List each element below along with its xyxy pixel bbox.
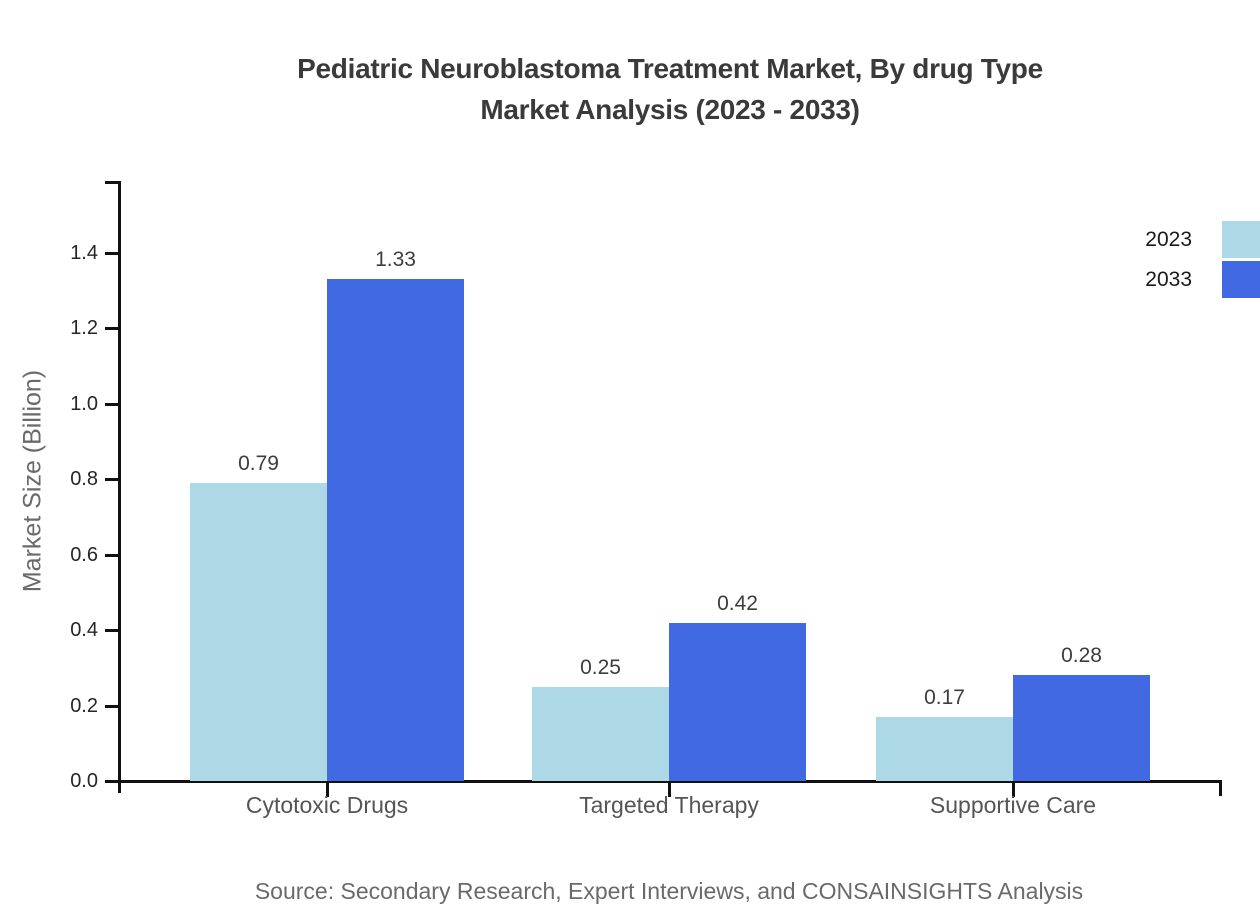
y-tick-0.8 (105, 478, 119, 482)
y-tick-1.2 (105, 327, 119, 331)
y-tick-label-0.4: 0.4 (70, 619, 98, 642)
value-label-2033-targeted-therapy: 0.42 (717, 591, 758, 615)
y-tick-label-0.8: 0.8 (70, 468, 98, 491)
category-label-targeted-therapy: Targeted Therapy (579, 792, 759, 818)
bar-2033-cytotoxic-drugs (327, 279, 464, 781)
value-label-2023-cytotoxic-drugs: 0.79 (238, 451, 279, 475)
legend-swatch-2033 (1222, 261, 1260, 298)
x-tick-cytotoxic-drugs (326, 783, 329, 797)
x-axis-spine (105, 780, 1222, 783)
y-tick-label-1.4: 1.4 (70, 241, 98, 264)
bar-2033-supportive-care (1013, 675, 1150, 781)
legend-label-2033: 2033 (1145, 268, 1192, 291)
y-tick-1.0 (105, 402, 119, 406)
y-tick-0.2 (105, 704, 119, 708)
value-label-2033-cytotoxic-drugs: 1.33 (375, 248, 416, 272)
x-tick-supportive-care (1012, 783, 1015, 797)
legend-swatch-2023 (1222, 221, 1260, 258)
y-tick-0.6 (105, 553, 119, 557)
chart-title-line-1: Pediatric Neuroblastoma Treatment Market… (297, 53, 1043, 84)
legend-row-2033: 2033 (1145, 261, 1260, 298)
bar-2023-cytotoxic-drugs (190, 482, 327, 781)
y-tick-label-0.0: 0.0 (70, 770, 98, 792)
source-text: Source: Secondary Research, Expert Inter… (254, 878, 1084, 904)
value-label-2033-supportive-care: 0.28 (1061, 644, 1102, 668)
y-axis-spine (118, 181, 121, 793)
value-label-2023-supportive-care: 0.17 (924, 685, 965, 709)
category-label-supportive-care: Supportive Care (929, 792, 1097, 818)
x-axis-end-cap (1219, 780, 1222, 796)
y-tick-label-1.2: 1.2 (70, 317, 98, 340)
bar-2023-targeted-therapy (532, 686, 669, 781)
category-label-cytotoxic-drugs: Cytotoxic Drugs (245, 792, 409, 818)
chart-title: Pediatric Neuroblastoma Treatment Market… (297, 48, 1043, 130)
y-axis-top-cap (105, 181, 121, 184)
y-tick-label-1.0: 1.0 (70, 392, 98, 415)
legend-row-2023: 2023 (1145, 221, 1260, 258)
bar-2033-targeted-therapy (669, 622, 806, 781)
y-tick-0.0 (105, 780, 119, 783)
legend-label-2023: 2023 (1145, 228, 1192, 251)
bar-2023-supportive-care (876, 716, 1013, 781)
y-tick-0.4 (105, 629, 119, 633)
value-label-2023-targeted-therapy: 0.25 (580, 655, 621, 679)
y-tick-1.4 (105, 251, 119, 255)
x-tick-targeted-therapy (668, 783, 671, 797)
legend: 2023 2033 (1145, 221, 1260, 301)
y-tick-label-0.6: 0.6 (70, 543, 98, 566)
y-tick-label-0.2: 0.2 (70, 694, 98, 717)
chart-title-line-2: Market Analysis (2023 - 2033) (480, 94, 860, 125)
